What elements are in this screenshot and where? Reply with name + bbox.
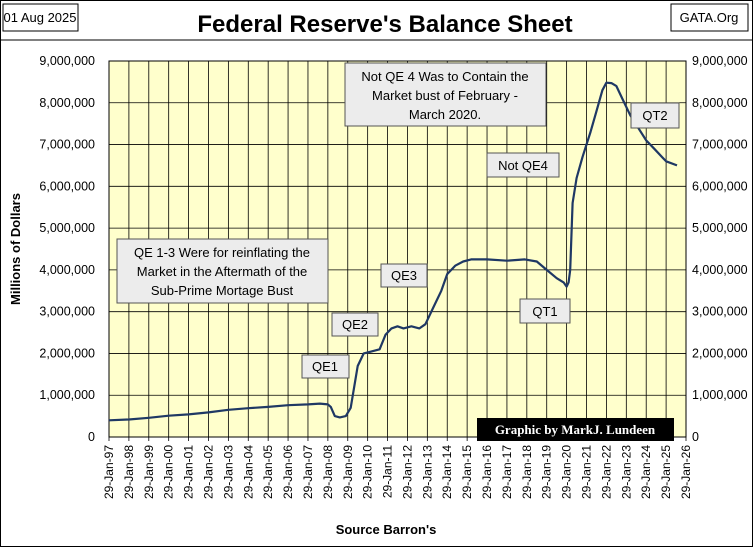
credit-banner — [477, 418, 674, 441]
date-text: 01 Aug 2025 — [3, 10, 76, 25]
x-tick-label: 29-Jan-20 — [560, 445, 574, 499]
y-tick-label-right: 4,000,000 — [692, 263, 748, 277]
y-tick-label-left: 9,000,000 — [39, 54, 95, 68]
x-tick-label: 29-Jan-21 — [580, 445, 594, 499]
x-tick-label: 29-Jan-14 — [440, 445, 454, 499]
y-tick-label-right: 0 — [692, 430, 699, 444]
x-tick-label: 29-Jan-23 — [619, 445, 633, 499]
y-tick-label-left: 0 — [88, 430, 95, 444]
annotation-qe2: QE2 — [331, 312, 379, 337]
annotation-qe1: QE1 — [301, 354, 350, 379]
x-tick-label: 29-Jan-09 — [341, 445, 355, 499]
y-tick-label-right: 8,000,000 — [692, 96, 748, 110]
annotation-line: Not QE4 — [498, 158, 548, 173]
x-tick-label: 29-Jan-01 — [182, 445, 196, 499]
x-tick-label: 29-Jan-17 — [500, 445, 514, 499]
annotation-not-qe4-contain: Not QE 4 Was to Contain the Market bust … — [344, 62, 547, 127]
x-tick-label: 29-Jan-24 — [639, 445, 653, 499]
annotation-line: Sub-Prime Mortage Bust — [151, 283, 294, 298]
annotation-line: Market bust of February - — [372, 88, 518, 103]
credit-text: Graphic by MarkJ. Lundeen — [495, 422, 656, 437]
y-axis-left: 0 1,000,000 2,000,000 3,000,000 4,000,000 5,0… — [39, 54, 95, 444]
x-tick-label: 29-Jan-15 — [460, 445, 474, 499]
y-axis-right: 0 1,000,000 2,000,000 3,000,000 4,000,000 5,0… — [692, 54, 748, 444]
annotation-line: QE1 — [312, 359, 338, 374]
x-tick-label: 29-Jan-11 — [381, 445, 395, 498]
x-tick-label: 29-Jan-10 — [361, 445, 375, 499]
x-tick-label: 29-Jan-16 — [480, 445, 494, 499]
x-tick-label: 29-Jan-26 — [679, 445, 693, 499]
x-tick-label: 29-Jan-98 — [122, 445, 136, 499]
annotation-line: QT1 — [532, 304, 557, 319]
y-tick-label-left: 2,000,000 — [39, 346, 95, 360]
source-site-text: GATA.Org — [680, 10, 739, 25]
x-tick-label: 29-Jan-25 — [659, 445, 673, 499]
x-tick-label: 29-Jan-08 — [321, 445, 335, 499]
source-site-box — [670, 3, 749, 32]
x-tick-label: 29-Jan-02 — [201, 445, 215, 499]
annotation-line: Market in the Aftermath of the — [137, 264, 308, 279]
x-tick-label: 29-Jan-07 — [301, 445, 315, 499]
x-tick-label: 29-Jan-06 — [281, 445, 295, 499]
annotation-line: QE3 — [391, 268, 417, 283]
x-tick-label: 29-Jan-19 — [540, 445, 554, 499]
x-tick-label: 29-Jan-99 — [142, 445, 156, 499]
y-tick-label-right: 7,000,000 — [692, 138, 748, 152]
y-tick-label-right: 6,000,000 — [692, 179, 748, 193]
x-tick-label: 29-Jan-03 — [221, 445, 235, 499]
x-tick-label: 29-Jan-18 — [520, 445, 534, 499]
chart-title: Federal Reserve's Balance Sheet — [197, 11, 572, 38]
x-tick-label: 29-Jan-05 — [261, 445, 275, 499]
x-tick-label: 29-Jan-00 — [162, 445, 176, 499]
annotation-not-qe4: Not QE4 — [486, 152, 560, 178]
y-tick-label-right: 5,000,000 — [692, 221, 748, 235]
annotation-line: March 2020. — [409, 107, 481, 122]
y-tick-label-left: 6,000,000 — [39, 179, 95, 193]
x-tick-label: 29-Jan-13 — [420, 445, 434, 499]
annotation-qe-1-3: QE 1-3 Were for reinflating the Market i… — [116, 238, 329, 304]
annotation-line: Not QE 4 Was to Contain the — [361, 69, 528, 84]
y-tick-label-left: 3,000,000 — [39, 305, 95, 319]
date-box — [2, 3, 79, 32]
x-tick-label: 29-Jan-22 — [599, 445, 613, 499]
y-tick-label-right: 3,000,000 — [692, 305, 748, 319]
y-tick-label-left: 4,000,000 — [39, 263, 95, 277]
annotation-line: QE 1-3 Were for reinflating the — [134, 245, 310, 260]
y-tick-label-left: 5,000,000 — [39, 221, 95, 235]
x-tick-label: 29-Jan-97 — [102, 445, 116, 499]
annotation-qt1: QT1 — [519, 298, 571, 324]
x-tick-label: 29-Jan-04 — [241, 445, 255, 499]
y-tick-label-left: 8,000,000 — [39, 96, 95, 110]
x-axis: 29-Jan-97 29-Jan-98 29-Jan-99 29-Jan-00 29-J… — [102, 445, 693, 499]
y-tick-label-left: 1,000,000 — [39, 388, 95, 402]
y-axis-title: Millions of Dollars — [8, 193, 23, 305]
x-tick-label: 29-Jan-12 — [400, 445, 414, 499]
y-tick-label-left: 7,000,000 — [39, 138, 95, 152]
y-tick-label-right: 1,000,000 — [692, 388, 748, 402]
y-tick-label-right: 2,000,000 — [692, 346, 748, 360]
annotation-qe3: QE3 — [380, 263, 428, 288]
annotation-line: QT2 — [642, 108, 667, 123]
annotation-qt2: QT2 — [630, 102, 680, 129]
y-tick-label-right: 9,000,000 — [692, 54, 748, 68]
x-axis-title: Source Barron's — [336, 522, 437, 537]
annotation-line: QE2 — [342, 317, 368, 332]
series-line — [108, 81, 678, 422]
